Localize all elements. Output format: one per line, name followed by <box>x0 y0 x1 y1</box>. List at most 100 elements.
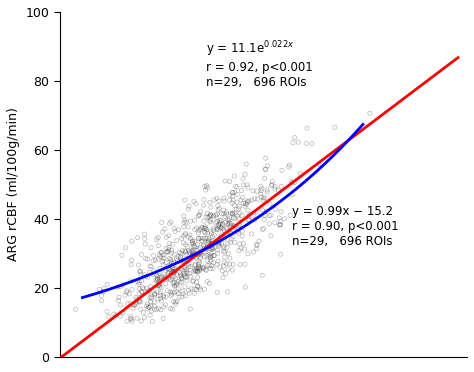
Point <box>156 275 164 281</box>
Point <box>208 245 216 251</box>
Point <box>183 243 191 249</box>
Point <box>223 209 230 215</box>
Point <box>232 183 239 189</box>
Point <box>271 186 279 192</box>
Point <box>239 195 246 201</box>
Point <box>229 197 237 203</box>
Point <box>225 217 233 223</box>
Point <box>219 243 227 249</box>
Point <box>171 266 178 272</box>
Point <box>208 246 216 252</box>
Point <box>235 231 243 237</box>
Point <box>241 261 249 267</box>
Point <box>157 254 164 260</box>
Point <box>262 155 270 161</box>
Point <box>235 248 243 254</box>
Point <box>196 245 204 251</box>
Point <box>195 235 202 241</box>
Point <box>169 275 176 281</box>
Point <box>288 192 296 198</box>
Point <box>135 281 143 287</box>
Point <box>194 283 201 289</box>
Point <box>231 240 238 246</box>
Point <box>263 187 271 193</box>
Point <box>276 222 284 228</box>
Point <box>210 253 218 259</box>
Point <box>151 291 159 296</box>
Point <box>199 238 206 244</box>
Point <box>231 216 239 222</box>
Point <box>190 286 198 292</box>
Point <box>161 273 169 279</box>
Point <box>218 218 225 224</box>
Point <box>183 278 191 284</box>
Point <box>248 197 256 203</box>
Point <box>218 211 226 217</box>
Point <box>214 203 222 209</box>
Point <box>278 183 285 189</box>
Point <box>207 204 215 210</box>
Point <box>123 289 131 295</box>
Point <box>206 246 213 252</box>
Point <box>192 251 200 257</box>
Point <box>155 251 163 257</box>
Point <box>239 200 247 206</box>
Point <box>171 282 178 288</box>
Point <box>100 286 108 292</box>
Point <box>200 266 207 272</box>
Point <box>178 294 186 300</box>
Point <box>213 227 220 232</box>
Point <box>197 209 204 215</box>
Point <box>209 234 216 240</box>
Point <box>230 202 238 208</box>
Point <box>215 222 222 228</box>
Point <box>164 249 172 255</box>
Point <box>185 290 193 296</box>
Point <box>165 232 173 238</box>
Point <box>203 185 211 190</box>
Point <box>264 189 271 195</box>
Point <box>166 221 173 227</box>
Point <box>155 272 163 278</box>
Point <box>277 222 284 228</box>
Point <box>112 312 119 318</box>
Point <box>254 196 261 202</box>
Point <box>191 217 198 223</box>
Point <box>203 211 211 217</box>
Point <box>155 243 162 248</box>
Point <box>220 195 228 201</box>
Point <box>151 292 159 298</box>
Point <box>277 208 285 214</box>
Point <box>159 252 167 258</box>
Point <box>166 267 173 273</box>
Point <box>250 210 257 216</box>
Point <box>195 212 203 218</box>
Point <box>166 240 173 246</box>
Point <box>176 273 184 279</box>
Point <box>231 189 239 195</box>
Point <box>134 235 141 241</box>
Point <box>257 183 264 189</box>
Point <box>253 241 261 247</box>
Point <box>179 288 186 294</box>
Point <box>244 185 252 191</box>
Point <box>228 189 236 195</box>
Point <box>223 261 230 267</box>
Point <box>253 242 261 248</box>
Point <box>187 235 194 241</box>
Point <box>181 274 189 280</box>
Point <box>160 255 168 261</box>
Point <box>183 270 191 276</box>
Point <box>132 300 139 306</box>
Point <box>170 270 177 276</box>
Point <box>193 279 201 285</box>
Point <box>190 268 198 274</box>
Point <box>170 260 177 266</box>
Point <box>162 302 169 308</box>
Point <box>189 278 197 284</box>
Point <box>127 316 134 322</box>
Point <box>117 302 125 308</box>
Point <box>146 312 154 318</box>
Point <box>136 279 143 285</box>
Point <box>118 252 126 258</box>
